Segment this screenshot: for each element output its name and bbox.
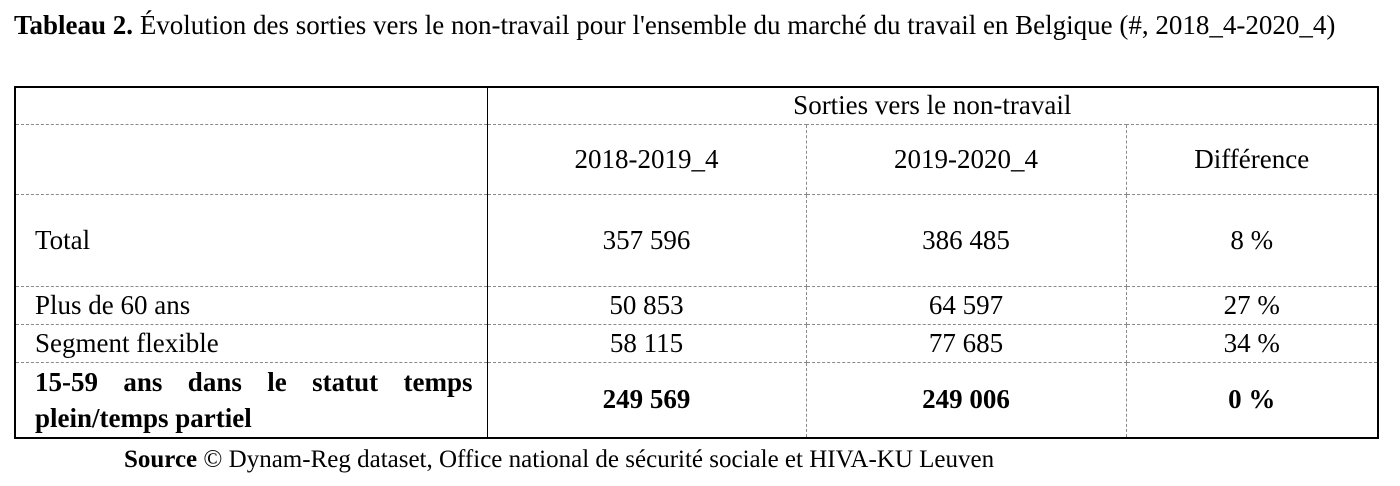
cell-value: 64 597 xyxy=(805,285,1127,325)
column-header-empty-cell xyxy=(14,123,488,195)
source-note: Source © Dynam-Reg dataset, Office natio… xyxy=(124,444,994,476)
column-header-2019-2020: 2019-2020_4 xyxy=(805,123,1127,195)
cell-value: 386 485 xyxy=(805,193,1127,287)
cell-value: 0 % xyxy=(1125,361,1380,439)
cell-value: 249 006 xyxy=(805,361,1127,439)
cell-value: 77 685 xyxy=(805,323,1127,363)
table-row: Total 357 596 386 485 8 % xyxy=(14,193,1380,287)
cell-value: 8 % xyxy=(1125,193,1380,287)
row-label-flexible-segment: Segment flexible xyxy=(14,323,488,363)
caption-text: Évolution des sorties vers le non-travai… xyxy=(139,10,1336,40)
source-label: Source xyxy=(124,446,198,473)
row-label-total: Total xyxy=(14,193,488,287)
cell-value: 357 596 xyxy=(486,193,807,287)
column-header-row: 2018-2019_4 2019-2020_4 Différence xyxy=(14,123,1380,195)
header-empty-cell xyxy=(14,86,488,125)
table-row: Plus de 60 ans 50 853 64 597 27 % xyxy=(14,285,1380,325)
cell-value: 58 115 xyxy=(486,323,807,363)
caption-label: Tableau 2. xyxy=(14,10,134,40)
column-header-difference: Différence xyxy=(1125,123,1380,195)
row-label-15-59-text: 15-59 ans dans le statut temps plein/tem… xyxy=(35,366,473,433)
column-header-2018-2019: 2018-2019_4 xyxy=(486,123,807,195)
table-row: Segment flexible 58 115 77 685 34 % xyxy=(14,323,1380,363)
cell-value: 27 % xyxy=(1125,285,1380,325)
group-header-row: Sorties vers le non-travail xyxy=(14,86,1380,125)
group-header: Sorties vers le non-travail xyxy=(486,86,1380,125)
source-text: © Dynam-Reg dataset, Office national de … xyxy=(203,446,995,473)
table-caption: Tableau 2. Évolution des sorties vers le… xyxy=(14,8,1384,42)
cell-value: 34 % xyxy=(1125,323,1380,363)
cell-value: 249 569 xyxy=(486,361,807,439)
table-row: 15-59 ans dans le statut temps plein/tem… xyxy=(14,361,1380,439)
row-label-15-59: 15-59 ans dans le statut temps plein/tem… xyxy=(14,361,488,439)
row-label-over-60: Plus de 60 ans xyxy=(14,285,488,325)
data-table: Sorties vers le non-travail 2018-2019_4 … xyxy=(14,86,1380,439)
cell-value: 50 853 xyxy=(486,285,807,325)
